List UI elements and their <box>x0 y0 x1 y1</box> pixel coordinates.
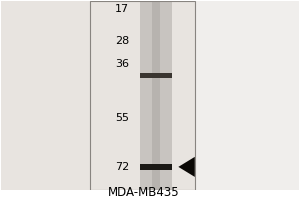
Bar <box>90 1 195 190</box>
Text: MDA-MB435: MDA-MB435 <box>108 186 180 199</box>
Bar <box>1 1 195 190</box>
Bar <box>140 1 172 190</box>
Text: 55: 55 <box>115 113 129 123</box>
Text: 17: 17 <box>115 4 129 14</box>
Text: 36: 36 <box>115 59 129 69</box>
Bar <box>140 164 172 170</box>
Polygon shape <box>178 157 195 177</box>
Bar <box>152 1 160 190</box>
Text: 28: 28 <box>115 36 129 46</box>
Bar <box>140 73 172 78</box>
Text: 72: 72 <box>115 162 129 172</box>
Bar <box>195 1 299 190</box>
